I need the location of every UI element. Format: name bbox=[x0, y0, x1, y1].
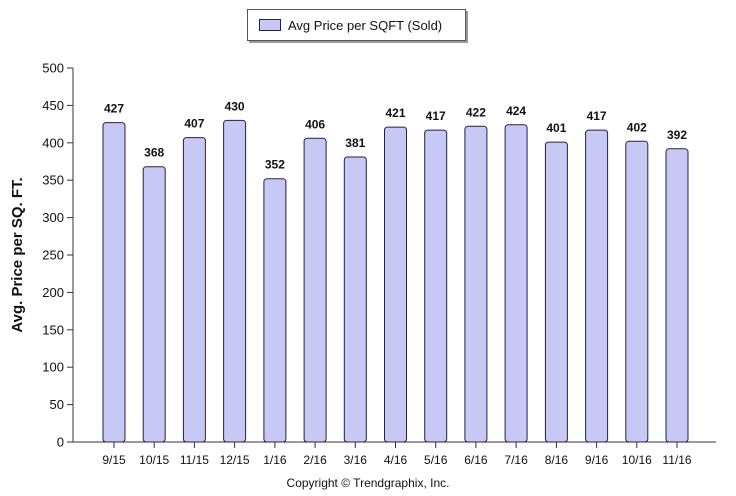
bar bbox=[625, 140, 649, 443]
x-tick-label: 7/16 bbox=[504, 453, 528, 467]
bar-value-label: 421 bbox=[385, 106, 405, 120]
y-tick-label: 50 bbox=[50, 397, 64, 412]
y-tick-label: 250 bbox=[42, 248, 64, 263]
bar-value-label: 401 bbox=[546, 121, 566, 135]
bar bbox=[343, 156, 367, 443]
bar bbox=[585, 129, 609, 443]
bar bbox=[102, 122, 126, 443]
x-tick-label: 5/16 bbox=[424, 453, 448, 467]
x-tick-label: 2/16 bbox=[303, 453, 327, 467]
x-tick-label: 6/16 bbox=[464, 453, 488, 467]
y-tick-label: 0 bbox=[57, 435, 64, 450]
x-tick-labels: 9/15 10/15 11/15 12/15 1/16 2/16 3/16 4/16 5/16 6… bbox=[102, 453, 692, 467]
bar bbox=[504, 124, 528, 443]
bar bbox=[142, 166, 166, 443]
bar bbox=[182, 137, 206, 443]
bar-value-label: 392 bbox=[667, 128, 687, 142]
bar-value-label: 407 bbox=[184, 117, 204, 131]
y-tick-label: 350 bbox=[42, 173, 64, 188]
bar-value-label: 352 bbox=[265, 158, 285, 172]
y-tick-label: 450 bbox=[42, 98, 64, 113]
bar-value-label: 402 bbox=[627, 120, 647, 134]
bar-value-label: 381 bbox=[345, 136, 365, 150]
bars bbox=[102, 119, 689, 443]
y-tick-labels: 0 50 100 150 200 250 300 350 400 450 500 bbox=[42, 61, 64, 450]
legend: Avg Price per SQFT (Sold) bbox=[247, 9, 466, 41]
bar bbox=[424, 129, 448, 443]
x-tick-label: 3/16 bbox=[344, 453, 368, 467]
y-tick-label: 100 bbox=[42, 360, 64, 375]
x-tick-label: 8/16 bbox=[545, 453, 569, 467]
x-tick-label: 11/16 bbox=[662, 453, 691, 467]
y-tick-label: 150 bbox=[42, 322, 64, 337]
bar bbox=[464, 125, 488, 443]
x-tick-label: 9/16 bbox=[585, 453, 609, 467]
bar bbox=[303, 137, 327, 443]
legend-swatch bbox=[259, 19, 281, 31]
bar-value-label: 422 bbox=[466, 105, 486, 119]
bar-value-label: 368 bbox=[144, 146, 164, 160]
x-tick-label: 12/15 bbox=[220, 453, 250, 467]
copyright-text: Copyright © Trendgraphix, Inc. bbox=[286, 476, 450, 490]
x-tick-label: 4/16 bbox=[384, 453, 408, 467]
bar-value-label: 424 bbox=[506, 104, 526, 118]
y-tick-label: 200 bbox=[42, 285, 64, 300]
bar-value-label: 430 bbox=[225, 99, 245, 113]
bar-value-label: 406 bbox=[305, 117, 325, 131]
y-tick-label: 300 bbox=[42, 210, 64, 225]
bar bbox=[263, 178, 287, 443]
legend-label: Avg Price per SQFT (Sold) bbox=[288, 17, 443, 33]
bar bbox=[544, 141, 568, 443]
bar bbox=[665, 148, 689, 443]
x-tick-label: 10/15 bbox=[139, 453, 169, 467]
y-tick-label: 400 bbox=[42, 135, 64, 150]
bar-value-label: 417 bbox=[587, 109, 607, 123]
x-tick-label: 10/16 bbox=[622, 453, 652, 467]
bar-value-label: 417 bbox=[426, 109, 446, 123]
x-tick-label: 1/16 bbox=[263, 453, 287, 467]
y-tick-label: 500 bbox=[42, 61, 64, 76]
y-axis-label: Avg. Price per SQ. FT. bbox=[9, 177, 26, 332]
bar bbox=[223, 119, 247, 443]
bar-value-label: 427 bbox=[104, 102, 124, 116]
bar bbox=[384, 126, 407, 443]
x-tick-label: 11/15 bbox=[180, 453, 209, 467]
x-tick-label: 9/15 bbox=[102, 453, 126, 467]
data-labels: 427 368 407 430 352 406 381 421 417 422 424 401 417 4… bbox=[104, 99, 687, 171]
